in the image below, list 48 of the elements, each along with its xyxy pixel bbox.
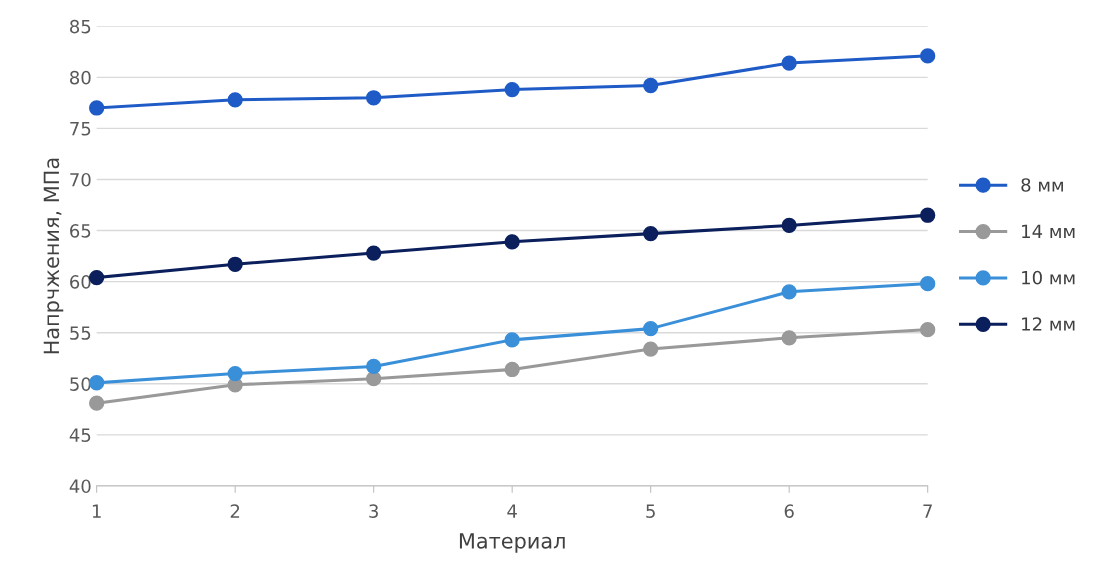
x-tick-label: 1 (92, 504, 101, 518)
point (227, 256, 243, 272)
point (920, 321, 936, 338)
point (643, 341, 659, 357)
x-tick-label: 2 (230, 504, 240, 518)
point (89, 100, 105, 116)
x-tick-label: 4 (507, 504, 517, 518)
legend-label: 14 мм (1022, 224, 1075, 238)
y-tick-label: 65 (70, 224, 91, 238)
y-tick-label: 60 (70, 275, 91, 289)
y-tick-label: 80 (70, 70, 91, 85)
point (504, 81, 520, 98)
point (920, 207, 936, 223)
point (89, 395, 105, 411)
x-axis-title: Материал (459, 533, 565, 553)
y-tick-label: 55 (70, 326, 91, 340)
point (504, 234, 520, 250)
legend-label: 8 мм (1021, 178, 1063, 192)
point (643, 225, 659, 242)
point (781, 217, 797, 234)
point (366, 90, 382, 106)
point (504, 361, 520, 378)
x-tick-label: 7 (923, 504, 932, 518)
point (920, 276, 936, 292)
point (781, 330, 797, 346)
point (920, 48, 936, 64)
point (366, 358, 382, 375)
point (643, 320, 659, 337)
x-tick-label: 6 (784, 504, 794, 518)
point (504, 332, 520, 348)
point (781, 55, 797, 71)
x-tick-label: 5 (646, 504, 655, 518)
point (89, 269, 105, 286)
y-tick-label: 50 (70, 377, 91, 391)
y-tick-label: 70 (70, 172, 91, 187)
point (227, 365, 243, 382)
legend-label: 12 мм (1022, 317, 1075, 331)
y-tick-label: 85 (70, 19, 91, 34)
y-axis-title: Напрчжения, МПа (43, 158, 64, 354)
y-tick-label: 45 (69, 428, 91, 442)
point (366, 245, 382, 261)
point (227, 92, 243, 108)
point (643, 77, 659, 94)
point (781, 284, 797, 300)
y-tick-label: 40 (69, 479, 91, 494)
y-tick-label: 75 (70, 122, 91, 136)
legend-label: 10 мм (1022, 270, 1075, 285)
x-tick-label: 3 (369, 504, 378, 518)
